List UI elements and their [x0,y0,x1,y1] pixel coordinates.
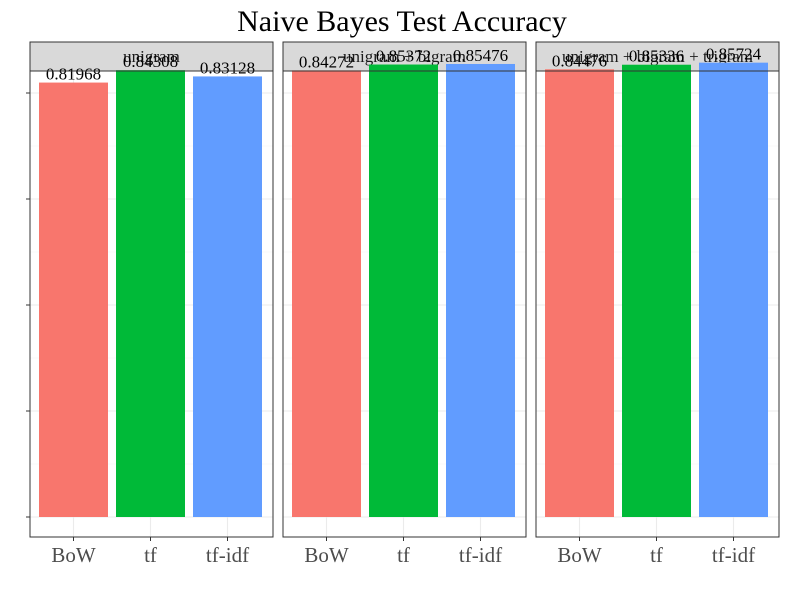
bar-value-label: 0.81968 [46,65,101,84]
bar-value-label: 0.83128 [200,58,255,77]
bar-tf [622,64,691,517]
bar-bow [292,70,361,517]
panel-border [535,70,780,538]
chart-title: Naive Bayes Test Accuracy [237,5,567,38]
bar-tf [116,70,185,517]
x-tick-label: BoW [304,543,349,567]
bar-bow [39,82,108,517]
facet-label: unigram [123,47,180,66]
bar-value-label: 0.85372 [376,47,431,66]
x-tick-label: tf [397,543,410,567]
bar-tf-idf [446,63,515,517]
x-tick-label: tf [650,543,663,567]
bar-bow [545,69,614,518]
panel-border [282,70,527,538]
facet-label: unigram + bigram [343,47,466,66]
bar-tf-idf [193,76,262,517]
bar-tf-idf [699,62,768,517]
x-tick-label: BoW [557,543,602,567]
facet-strip [29,41,274,72]
bar-value-label: 0.84308 [123,52,178,71]
bar-tf [369,64,438,518]
bar-value-label: 0.85724 [706,45,762,64]
bar-value-label: 0.85476 [453,46,508,65]
bar-value-label: 0.85336 [629,47,684,66]
x-tick-label: tf-idf [206,543,249,567]
x-tick-label: tf-idf [459,543,502,567]
facet-panels: unigram 0.81968 BoW 0.84308 tf 0.83128 tf-idf u… [26,41,780,567]
bar-value-label: 0.84476 [552,51,607,70]
facet-label: unigram + bigram + trigram [562,47,753,66]
x-tick-label: tf [144,543,157,567]
bar-value-label: 0.84272 [299,52,354,71]
x-tick-label: tf-idf [712,543,755,567]
panel-border [29,70,274,538]
x-tick-label: BoW [51,543,96,567]
